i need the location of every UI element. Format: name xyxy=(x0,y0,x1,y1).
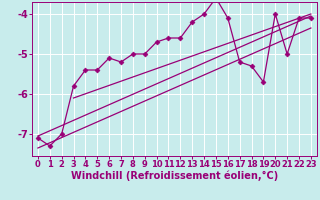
X-axis label: Windchill (Refroidissement éolien,°C): Windchill (Refroidissement éolien,°C) xyxy=(71,171,278,181)
